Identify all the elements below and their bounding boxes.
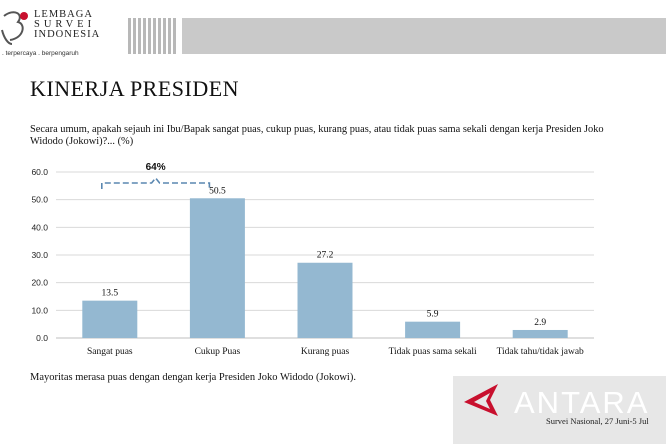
header-bar [182,18,666,54]
labels-layer: 0.0 10.0 20.0 30.0 40.0 50.0 60.0 13.5 Sangat pu… [31,167,584,357]
category-label: Kurang puas [301,347,350,357]
bar [512,329,568,338]
data-label: 27.2 [317,251,334,261]
y-tick-label: 60.0 [31,167,48,177]
data-label: 2.9 [534,318,546,328]
watermark-survey: Survei Nasional, 27 Juni-5 Jul [546,416,649,426]
y-tick-label: 50.0 [31,195,48,205]
y-tick-label: 20.0 [31,278,48,288]
y-tick-label: 30.0 [31,250,48,260]
lsi-logo-icon [1,11,28,45]
bar-chart: 64% 0.0 10.0 20.0 30.0 40.0 50.0 60.0 13.5 Sanga… [31,162,594,357]
header: LEMBAGA SURVEI INDONESIA . terpercaya . … [0,0,666,62]
logo-line-1: LEMBAGA [34,9,93,20]
header-stripes [128,18,178,59]
logo-line-2: SURVEI [34,19,96,30]
data-label: 50.5 [209,186,226,196]
bar [297,262,353,338]
bar [82,300,138,338]
logo-text: LEMBAGA SURVEI INDONESIA [34,9,101,40]
category-label: Sangat puas [87,347,133,357]
y-tick-label: 40.0 [31,222,48,232]
page-title: KINERJA PRESIDEN [30,76,240,101]
data-label: 13.5 [101,289,118,299]
tagline: . terpercaya . berpengaruh [2,50,79,57]
category-label: Tidak puas sama sekali [389,347,477,357]
bar [405,321,461,338]
bracket-layer: 64% [101,162,211,189]
logo-line-3: INDONESIA [34,29,101,40]
y-tick-label: 10.0 [31,305,48,315]
bars-layer [82,198,568,338]
category-label: Tidak tahu/tidak jawab [497,347,584,357]
footer-note: Mayoritas merasa puas dengan dengan kerj… [30,372,356,383]
bracket-line [101,176,211,189]
bracket-label: 64% [146,162,166,173]
category-label: Cukup Puas [195,347,241,357]
y-tick-label: 0.0 [36,333,48,343]
watermark-brand: ANTARA [514,385,650,420]
survey-question: Secara umum, apakah sejauh ini Ibu/Bapak… [30,124,604,147]
data-label: 5.9 [427,310,439,320]
antara-logo-icon [464,384,498,416]
bar [189,198,245,338]
